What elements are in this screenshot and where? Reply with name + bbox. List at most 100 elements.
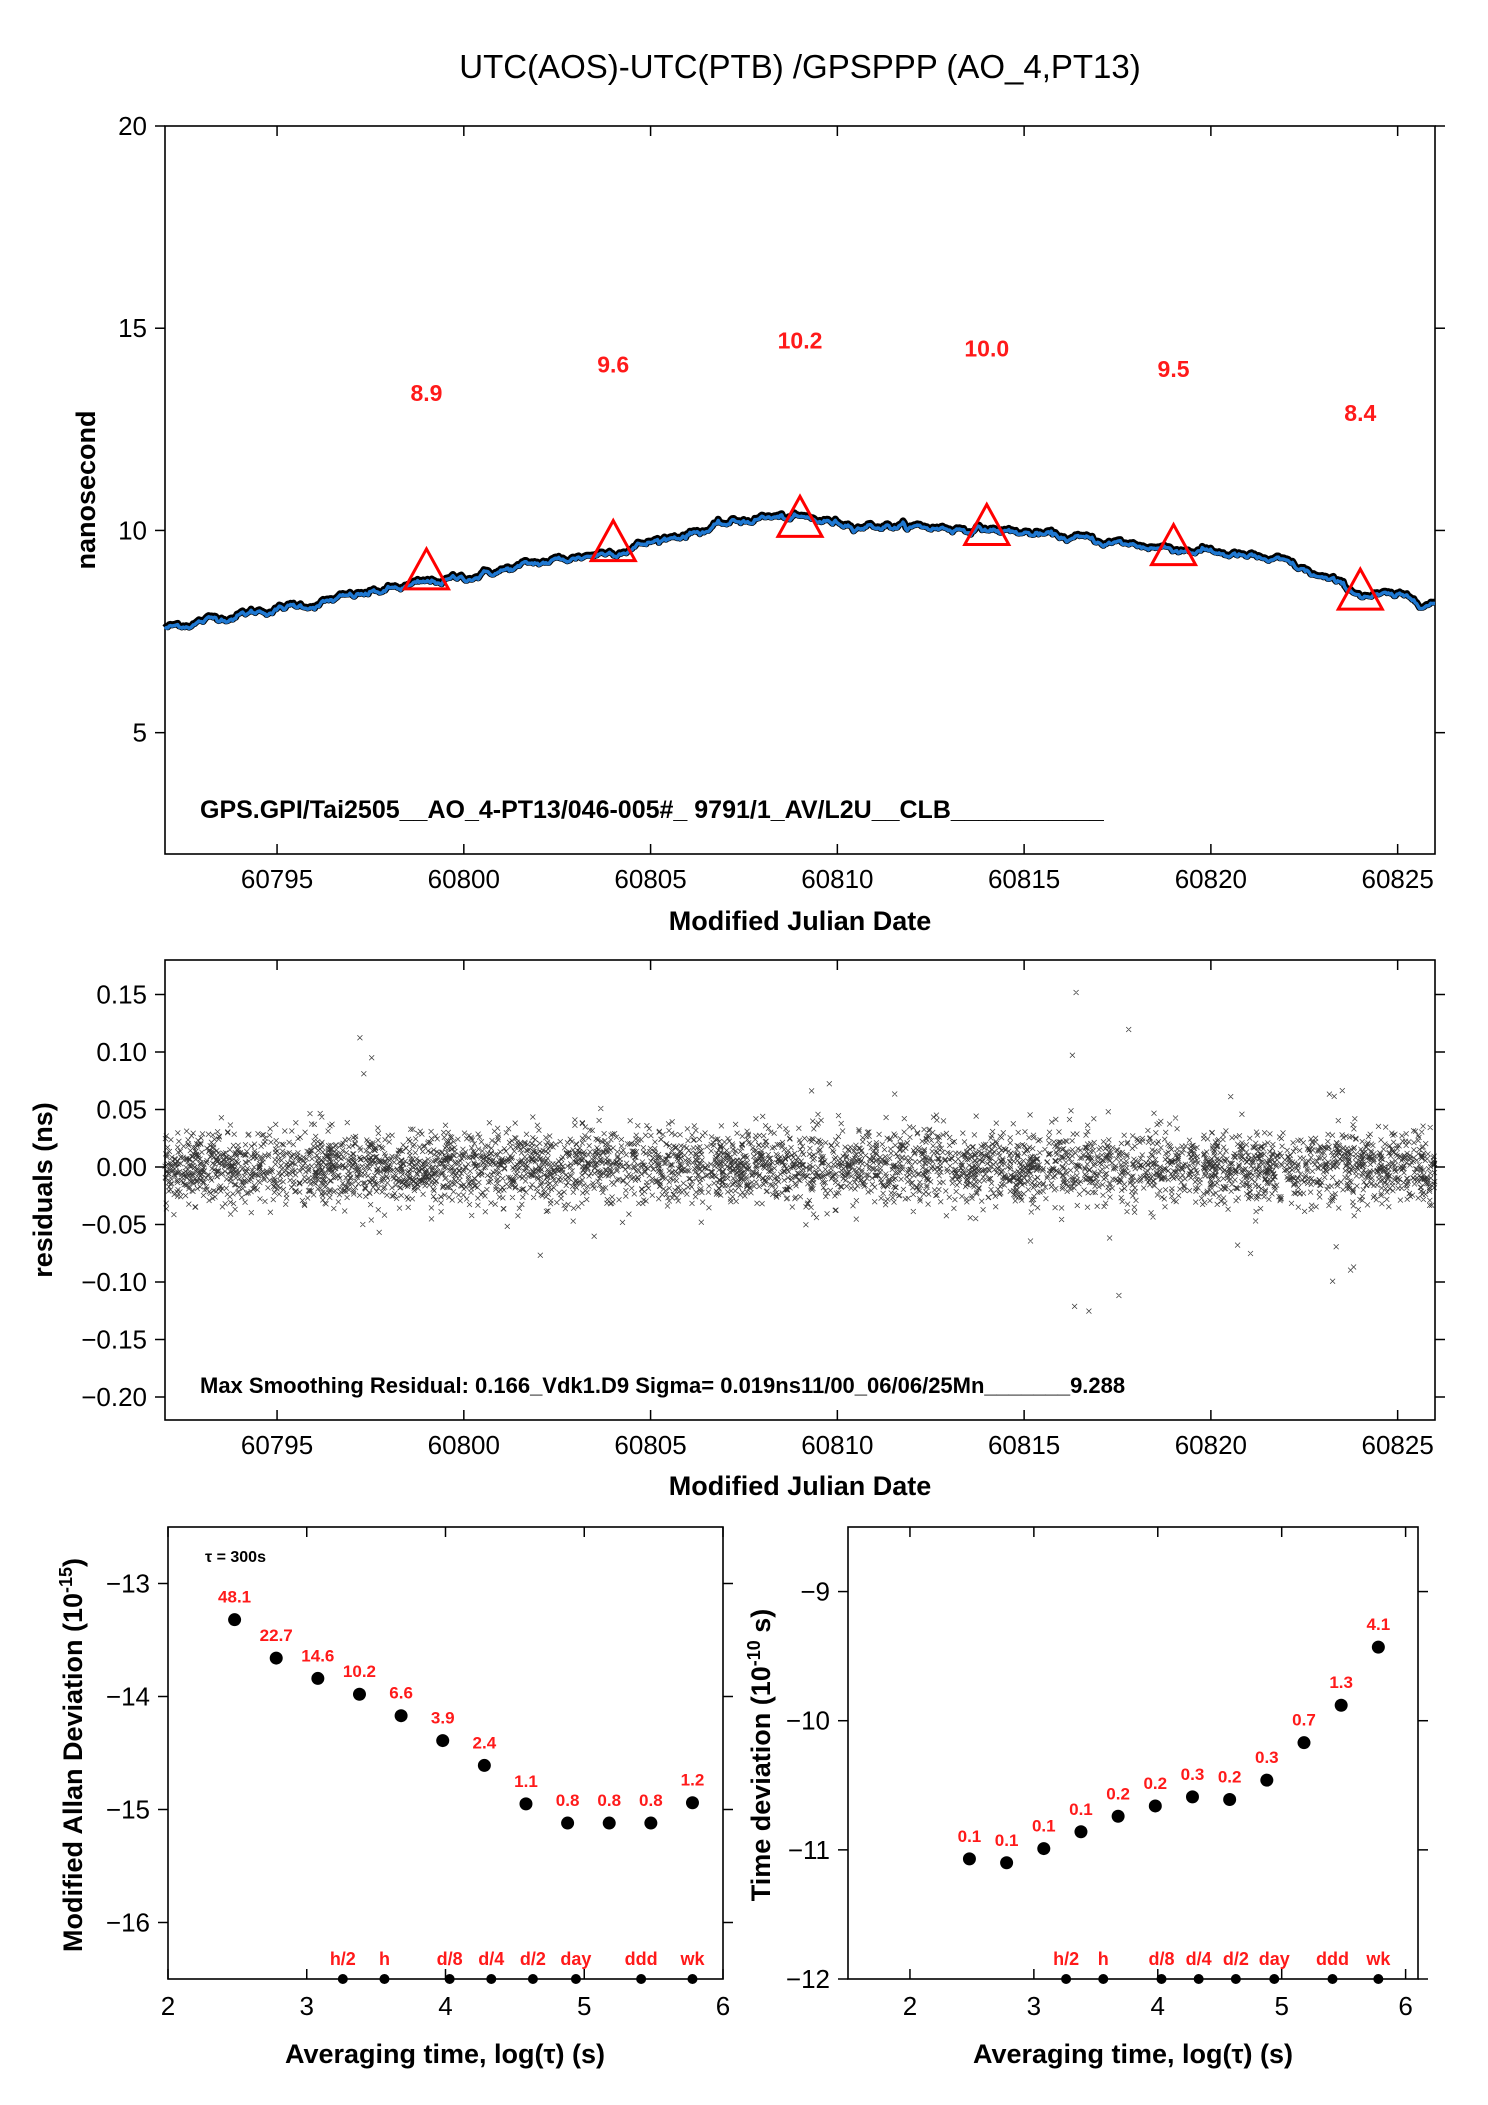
plot1-ytick-label-1: 10 — [118, 515, 147, 545]
plot3-xtick-label-0: 2 — [161, 1991, 175, 2021]
plot4-point-label-4: 0.2 — [1106, 1784, 1130, 1803]
plot2-xtick-label-0: 60795 — [241, 1430, 313, 1460]
residual-cross-points — [162, 989, 1438, 1314]
plot2-ylabel: residuals (ns) — [28, 1102, 58, 1278]
plot4-ytick-label-3: −9 — [800, 1577, 830, 1607]
plot4-period-dot-2 — [1156, 1974, 1167, 1984]
plot3-point-label-2: 14.6 — [301, 1646, 334, 1665]
plot4-point-2 — [1037, 1842, 1051, 1856]
plot3-point-7 — [519, 1797, 533, 1811]
plot4-point-9 — [1297, 1736, 1311, 1750]
plot3-point-11 — [685, 1796, 699, 1810]
plot4-ylabel: Time deviation (10-10 s) — [744, 1609, 776, 1902]
plot4-ylabel-exponent: -10 — [744, 1640, 764, 1666]
plot3-point-label-1: 22.7 — [260, 1626, 293, 1645]
plot2-data — [162, 989, 1438, 1314]
marker-value-label-1: 9.6 — [597, 352, 629, 378]
panel-residuals: 60795 60800 60805 60810 60815 60820 60825 −0.20… — [28, 959, 1445, 1501]
plot4-xlabel: Averaging time, log(τ) (s) — [973, 2039, 1293, 2069]
plot4-period-dot-1 — [1098, 1974, 1109, 1984]
plot1-frame — [164, 125, 1436, 855]
plot3-xlabel: Averaging time, log(τ) (s) — [285, 2039, 605, 2069]
marker-triangle-1 — [588, 517, 638, 563]
plot4-point-5 — [1148, 1799, 1162, 1813]
plot4-xtick-label-2: 4 — [1151, 1991, 1165, 2021]
plot2-ytick-label-1: −0.15 — [81, 1325, 147, 1355]
plot4-point-label-1: 0.1 — [995, 1831, 1019, 1850]
marker-value-label-3: 10.0 — [964, 336, 1009, 362]
marker-triangle-0 — [401, 545, 452, 591]
plot3-point-8 — [561, 1816, 575, 1830]
plot2-frame — [164, 959, 1436, 1421]
plot1-ylabel: nanosecond — [71, 410, 101, 569]
plot2-ytick-label-0: −0.20 — [81, 1382, 147, 1412]
plot3-point-0 — [228, 1613, 242, 1627]
marker-triangle-4 — [1148, 521, 1199, 567]
plot3-period-label-6: ddd — [625, 1949, 658, 1969]
plot3-point-label-4: 6.6 — [389, 1684, 413, 1703]
plot1-xtick-label-6: 60825 — [1361, 864, 1433, 894]
plot4-period-dot-4 — [1230, 1974, 1241, 1984]
plot3-frame — [167, 1526, 724, 1980]
plot3-point-1 — [269, 1651, 283, 1665]
plot1-xtick-label-1: 60800 — [428, 864, 500, 894]
plot3-ytick-label-0: −16 — [106, 1908, 150, 1938]
plot4-point-label-3: 0.1 — [1069, 1800, 1093, 1819]
marker-value-label-0: 8.9 — [410, 380, 442, 406]
plot3-period-label-2: d/8 — [437, 1949, 463, 1969]
plot3-point-label-0: 48.1 — [218, 1588, 251, 1607]
plot2-annotation: Max Smoothing Residual: 0.166_Vdk1.D9 Si… — [200, 1373, 1125, 1398]
plot2-xtick-label-3: 60810 — [801, 1430, 873, 1460]
plot4-point-0 — [962, 1852, 976, 1866]
plot3-period-dot-3 — [486, 1974, 497, 1984]
plot3-point-3 — [352, 1687, 366, 1701]
plot2-ytick-label-6: 0.10 — [96, 1037, 147, 1067]
plot3-point-2 — [311, 1671, 325, 1685]
plot4-point-label-11: 4.1 — [1367, 1615, 1391, 1634]
plot3-point-label-6: 2.4 — [473, 1733, 497, 1752]
plot4-ylabel-main: Time deviation (10 — [746, 1666, 776, 1901]
plot1-xtick-label-0: 60795 — [241, 864, 313, 894]
plot3-period-label-4: d/2 — [520, 1949, 546, 1969]
plot3-period-label-7: wk — [679, 1949, 705, 1969]
plot3-period-dot-1 — [379, 1974, 390, 1984]
plot3-point-5 — [436, 1734, 450, 1748]
plot3-ylabel-exponent: -15 — [56, 1567, 76, 1593]
plot3-point-label-5: 3.9 — [431, 1709, 455, 1728]
series-envelope-line — [162, 509, 1438, 631]
plot1-xtick-label-3: 60810 — [801, 864, 873, 894]
plot3-period-dot-0 — [337, 1974, 348, 1984]
plot4-point-label-0: 0.1 — [958, 1827, 982, 1846]
plot1-xlabel: Modified Julian Date — [669, 906, 932, 936]
plot3-period-label-5: day — [560, 1949, 591, 1969]
plot3-point-label-10: 0.8 — [639, 1791, 663, 1810]
plot4-point-label-8: 0.3 — [1255, 1748, 1279, 1767]
plot3-point-10 — [644, 1816, 658, 1830]
panel-time-series: UTC(AOS)-UTC(PTB) /GPSPPP (AO_4,PT13) 60… — [71, 48, 1445, 936]
marker-value-label-2: 10.2 — [778, 327, 823, 353]
plot4-point-1 — [1000, 1856, 1014, 1870]
marker-value-label-4: 9.5 — [1158, 356, 1190, 382]
plot1-annotation: GPS.GPI/Tai2505__AO_4-PT13/046-005#_ 979… — [200, 796, 1105, 824]
plot1-data: 8.9 9.6 10.2 10.0 9.5 8.4 — [162, 327, 1438, 631]
panel-tdev: 2 3 4 5 6−12−11−10−9 0.1 0.10.10.10.20.2 0.3 0.… — [744, 1526, 1428, 2069]
plot4-xtick-label-1: 3 — [1027, 1991, 1041, 2021]
chart-title: UTC(AOS)-UTC(PTB) /GPSPPP (AO_4,PT13) — [459, 48, 1141, 85]
marker-triangle-5 — [1335, 566, 1385, 611]
plot2-ytick-label-4: 0.00 — [96, 1152, 147, 1182]
plot3-ylabel-main: Modified Allan Deviation (10 — [58, 1593, 88, 1952]
plot3-period-label-0: h/2 — [330, 1949, 356, 1969]
plot4-point-label-2: 0.1 — [1032, 1817, 1056, 1836]
plot4-period-dot-5 — [1269, 1974, 1280, 1984]
plot4-point-11 — [1371, 1640, 1385, 1654]
plot3-point-9 — [602, 1816, 616, 1830]
plot4-point-3 — [1074, 1825, 1088, 1839]
plot3-point-6 — [477, 1758, 491, 1772]
plot4-ylabel-close: s) — [746, 1609, 776, 1641]
plot4-ytick-label-1: −11 — [788, 1835, 830, 1865]
marker-triangle-2 — [775, 493, 825, 538]
plot3-ytick-label-3: −13 — [106, 1569, 150, 1599]
plot4-period-label-3: d/4 — [1186, 1949, 1212, 1969]
plot3-xtick-label-3: 5 — [577, 1991, 591, 2021]
